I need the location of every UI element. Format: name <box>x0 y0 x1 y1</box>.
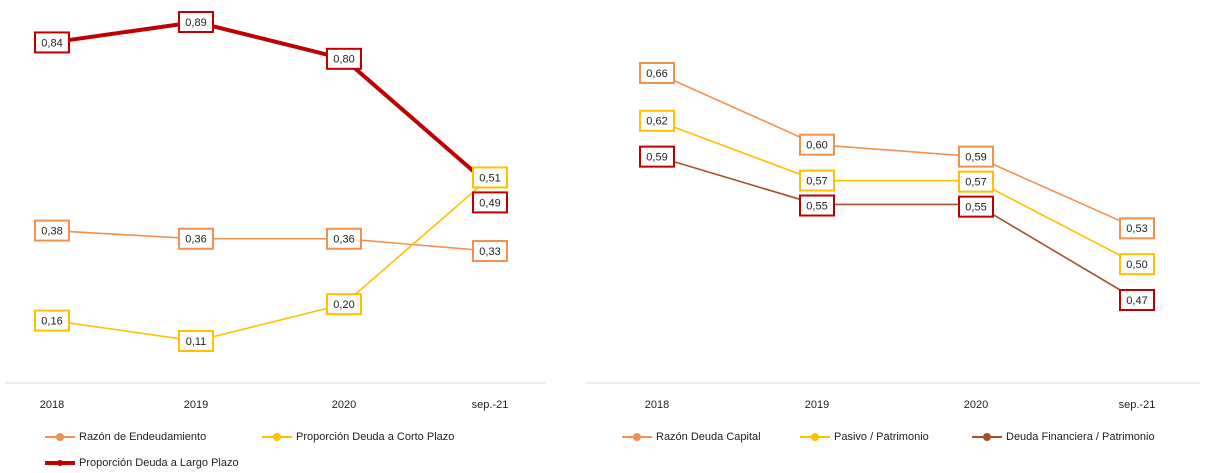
data-label: 0,80 <box>333 54 354 66</box>
data-label: 0,57 <box>806 175 827 187</box>
chart: 2018 2019 2020 sep.-21 0,84 0,38 0,16 0,89 0,36 0… <box>5 11 545 469</box>
x-tick-label: sep.-21 <box>1119 399 1156 411</box>
series-line <box>656 120 1138 265</box>
legend-marker <box>633 433 641 441</box>
series-line <box>51 19 492 188</box>
legend-label: Deuda Financiera / Patrimonio <box>1006 431 1155 443</box>
x-tick-label: 2019 <box>184 399 208 411</box>
legend-label: Razón Deuda Capital <box>656 431 761 443</box>
series-line <box>51 229 491 252</box>
data-label-box <box>34 219 70 242</box>
legend-label: Razón de Endeudamiento <box>79 431 206 443</box>
data-label-box <box>958 170 994 193</box>
data-label: 0,55 <box>965 202 986 214</box>
legend-marker <box>56 433 64 441</box>
data-label: 0,36 <box>185 234 206 246</box>
legend-label: Proporción Deuda a Largo Plazo <box>79 457 239 469</box>
data-label-box <box>639 62 675 84</box>
data-label: 0,89 <box>185 17 206 29</box>
data-label-box <box>799 169 835 192</box>
data-label-box <box>639 145 675 168</box>
data-label-box <box>34 31 70 54</box>
data-label-box <box>799 194 835 217</box>
legend-label: Proporción Deuda a Corto Plazo <box>296 431 454 443</box>
data-label: 0,20 <box>333 299 354 311</box>
data-label: 0,66 <box>646 68 667 80</box>
data-label: 0,59 <box>646 152 667 164</box>
data-label-box <box>639 109 675 132</box>
data-label: 0,53 <box>1126 223 1147 235</box>
data-label-box <box>1119 217 1155 240</box>
data-label-box <box>472 240 508 263</box>
chart: 2018 2019 2020 sep.-21 0,66 0,62 0,59 0,60 0,57 0… <box>585 62 1200 443</box>
data-label-box <box>178 330 214 352</box>
data-label: 0,57 <box>965 177 986 189</box>
data-label: 0,55 <box>806 200 827 212</box>
data-label-box <box>799 133 835 156</box>
data-label: 0,62 <box>646 116 667 128</box>
legend-label: Pasivo / Patrimonio <box>834 431 929 443</box>
x-tick-label: 2018 <box>40 399 64 411</box>
legend-marker <box>983 433 991 441</box>
data-label-box <box>958 195 994 218</box>
data-label-box <box>472 166 508 189</box>
data-label-box <box>958 145 994 168</box>
data-label-box <box>1119 289 1155 311</box>
data-label: 0,33 <box>479 246 500 258</box>
x-tick-label: 2020 <box>332 399 356 411</box>
series-line <box>656 72 1138 230</box>
data-label-box <box>34 309 70 332</box>
data-label: 0,51 <box>479 172 500 184</box>
data-label: 0,16 <box>41 315 62 327</box>
series-line <box>51 176 491 342</box>
data-label: 0,38 <box>41 225 62 237</box>
legend-marker <box>273 433 281 441</box>
data-label: 0,36 <box>333 234 354 246</box>
data-label: 0,59 <box>965 152 986 164</box>
data-label-box <box>326 47 362 70</box>
x-tick-label: 2018 <box>645 399 669 411</box>
data-label-box <box>472 191 508 214</box>
data-label-box <box>326 227 362 250</box>
data-label: 0,49 <box>479 197 500 209</box>
data-label-box <box>1119 253 1155 276</box>
data-label: 0,11 <box>186 336 207 348</box>
x-tick-label: sep.-21 <box>472 399 509 411</box>
data-label: 0,60 <box>806 140 827 152</box>
legend-marker <box>811 433 819 441</box>
data-label-box <box>178 11 214 33</box>
data-label-box <box>178 227 214 250</box>
data-label: 0,50 <box>1126 259 1147 271</box>
x-tick-label: 2020 <box>964 399 988 411</box>
legend-marker <box>57 460 63 466</box>
x-tick-label: 2019 <box>805 399 829 411</box>
data-label-box <box>326 293 362 316</box>
data-label: 0,84 <box>41 37 62 49</box>
series-line <box>656 155 1138 301</box>
data-label: 0,47 <box>1126 295 1147 307</box>
